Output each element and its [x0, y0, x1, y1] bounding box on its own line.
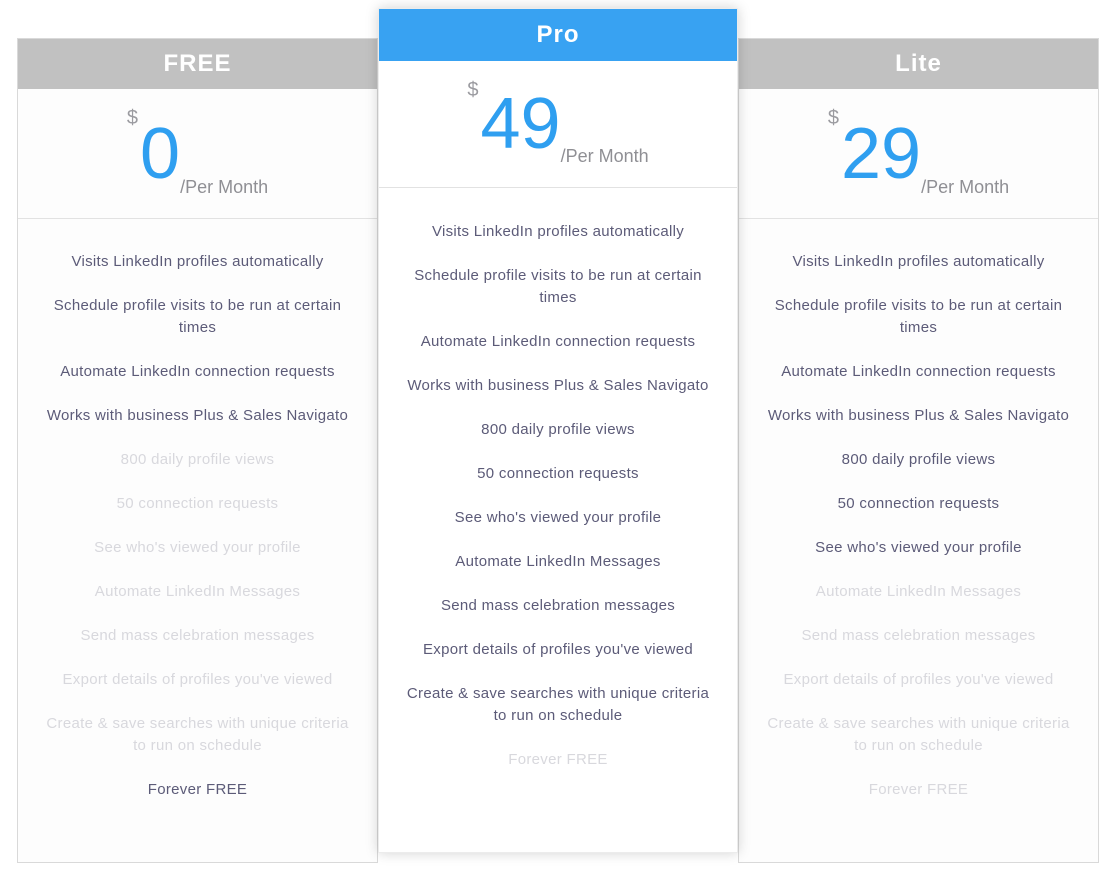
feature-item: Create & save searches with unique crite…	[46, 715, 349, 754]
feature-item: 50 connection requests	[837, 495, 1000, 512]
price-amount: 29	[840, 113, 922, 194]
feature-item: Forever FREE	[868, 781, 969, 798]
plan-name-free: FREE	[18, 39, 377, 89]
currency-symbol: $	[827, 107, 839, 129]
feature-item: Works with business Plus & Sales Navigat…	[407, 377, 709, 394]
feature-list-pro: Visits LinkedIn profiles automatically Sc…	[379, 188, 737, 793]
feature-item: Export details of profiles you've viewed	[783, 671, 1054, 688]
feature-item: Send mass celebration messages	[801, 627, 1036, 644]
plan-card-free: FREE $ 0 /Per Month Visits LinkedIn prof…	[17, 38, 378, 863]
price-pro: $ 49 /Per Month	[379, 61, 737, 188]
price-period: /Per Month	[560, 146, 649, 166]
feature-item: Automate LinkedIn Messages	[815, 583, 1022, 600]
feature-item: Forever FREE	[508, 751, 608, 768]
feature-item: Schedule profile visits to be run at cer…	[53, 297, 342, 336]
feature-item: Automate LinkedIn Messages	[94, 583, 301, 600]
feature-item: 50 connection requests	[116, 495, 279, 512]
currency-symbol: $	[467, 79, 479, 101]
feature-item: See who's viewed your profile	[815, 539, 1022, 556]
feature-item: Works with business Plus & Sales Navigat…	[46, 407, 349, 424]
feature-item: Export details of profiles you've viewed	[423, 641, 693, 658]
feature-item: 800 daily profile views	[841, 451, 996, 468]
feature-item: Works with business Plus & Sales Navigat…	[767, 407, 1070, 424]
feature-item: Automate LinkedIn connection requests	[781, 363, 1056, 380]
price-free: $ 0 /Per Month	[18, 89, 377, 219]
price-lite: $ 29 /Per Month	[739, 89, 1098, 219]
feature-item: Automate LinkedIn Messages	[455, 553, 661, 570]
feature-item: Visits LinkedIn profiles automatically	[71, 253, 324, 270]
feature-item: Visits LinkedIn profiles automatically	[792, 253, 1045, 270]
feature-item: Export details of profiles you've viewed	[62, 671, 333, 688]
price-amount: 0	[140, 113, 181, 194]
feature-item: See who's viewed your profile	[454, 509, 662, 526]
feature-item: Automate LinkedIn connection requests	[60, 363, 335, 380]
feature-item: See who's viewed your profile	[94, 539, 301, 556]
feature-item: Send mass celebration messages	[80, 627, 315, 644]
feature-item: 800 daily profile views	[481, 421, 635, 438]
feature-item: 50 connection requests	[477, 465, 639, 482]
feature-list-free: Visits LinkedIn profiles automatically Sc…	[18, 219, 377, 823]
feature-item: Create & save searches with unique crite…	[767, 715, 1070, 754]
plan-name-lite: Lite	[739, 39, 1098, 89]
plan-card-pro: Pro $ 49 /Per Month Visits LinkedIn prof…	[378, 8, 738, 853]
currency-symbol: $	[126, 107, 139, 129]
plan-card-lite: Lite $ 29 /Per Month Visits LinkedIn pro…	[738, 38, 1099, 863]
feature-item: Schedule profile visits to be run at cer…	[414, 267, 702, 306]
feature-item: Automate LinkedIn connection requests	[420, 333, 696, 350]
feature-item: Schedule profile visits to be run at cer…	[774, 297, 1063, 336]
feature-item: 800 daily profile views	[120, 451, 275, 468]
feature-item: Send mass celebration messages	[440, 597, 676, 614]
plan-name-pro: Pro	[379, 9, 737, 61]
feature-list-lite: Visits LinkedIn profiles automatically Sc…	[739, 219, 1098, 823]
price-period: /Per Month	[921, 177, 1010, 197]
price-amount: 49	[480, 84, 561, 164]
feature-item: Forever FREE	[147, 781, 248, 798]
feature-item: Visits LinkedIn profiles automatically	[431, 223, 685, 240]
feature-item: Create & save searches with unique crite…	[406, 685, 710, 724]
price-period: /Per Month	[180, 177, 269, 197]
pricing-table: FREE $ 0 /Per Month Visits LinkedIn prof…	[17, 8, 1099, 863]
